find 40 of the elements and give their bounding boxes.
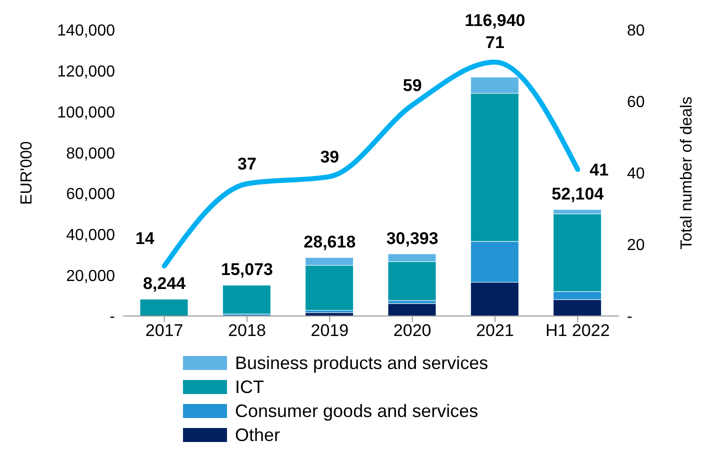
y2-tick-label: 80 [627,22,645,40]
x-tick-label: H1 2022 [546,321,610,340]
y-axis-title: EUR'000 [18,141,36,205]
total-label: 30,393 [386,228,438,248]
legend-label: Business products and services [235,352,488,374]
y-tick-label: 40,000 [66,226,116,244]
total-label: 52,104 [552,184,604,204]
bar [140,298,188,316]
legend-label: ICT [235,376,264,398]
y2-tick-label: 20 [627,237,645,254]
data-label: 59 [402,76,422,96]
y-tick-label: 80,000 [66,145,116,162]
y-tick-label: 60,000 [66,186,116,204]
data-label: 41 [590,160,609,180]
total-label: 28,618 [304,232,356,252]
data-label: 37 [238,154,256,174]
y2-tick-label: 40 [627,166,645,183]
y-tick-label: 140,000 [57,22,116,40]
x-tick-label: 2018 [228,321,266,340]
x-tick-label: 2017 [145,321,184,340]
y2-axis-title: Total number of deals [678,96,696,250]
y2-tick-label: 60 [627,94,645,112]
data-label: 14 [135,228,155,248]
total-label: 8,244 [143,274,186,294]
legend-label: Other [235,424,280,446]
y-tick-label: 20,000 [66,268,116,285]
legend-label: Consumer goods and services [235,400,478,422]
data-label: 71 [486,33,504,52]
total-label: 15,073 [221,260,273,280]
x-tick-label: 2019 [310,321,349,340]
bar [388,303,436,316]
y-tick-label: - [110,308,115,326]
y2-tick-label: - [627,308,632,326]
x-tick-label: 2021 [476,321,514,340]
data-label: 39 [320,148,340,167]
y-tick-label: 120,000 [57,64,116,81]
total-label: 116,940 [464,11,526,30]
bar [222,284,271,314]
y-tick-label: 100,000 [57,104,116,122]
x-tick-label: 2020 [393,321,432,340]
